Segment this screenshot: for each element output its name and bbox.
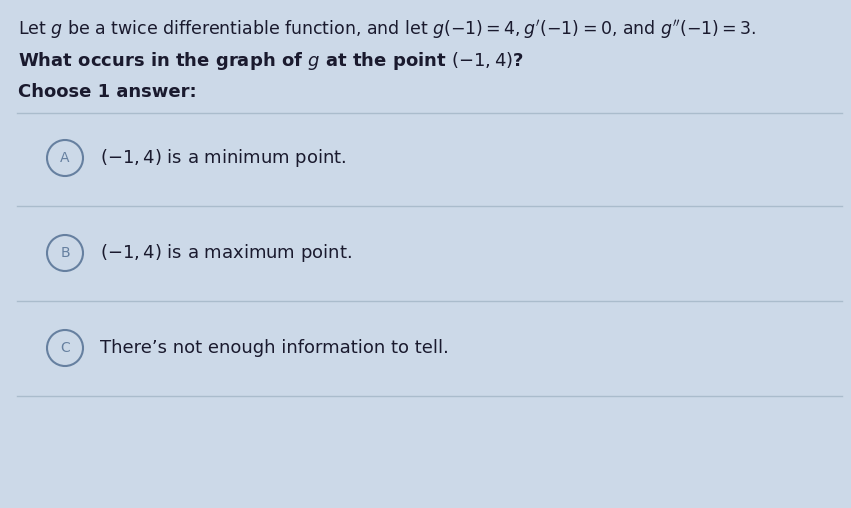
- Circle shape: [47, 140, 83, 176]
- Text: C: C: [60, 341, 70, 355]
- Text: B: B: [60, 246, 70, 260]
- Text: $(-1, 4)$ is a minimum point.: $(-1, 4)$ is a minimum point.: [100, 147, 346, 169]
- Text: Choose 1 answer:: Choose 1 answer:: [18, 83, 197, 101]
- Text: There’s not enough information to tell.: There’s not enough information to tell.: [100, 339, 448, 357]
- Text: Let $g$ be a twice differentiable function, and let $g(-1) = 4, g'(-1) = 0$, and: Let $g$ be a twice differentiable functi…: [18, 18, 757, 41]
- Text: What occurs in the graph of $g$ at the point $(-1, 4)$?: What occurs in the graph of $g$ at the p…: [18, 50, 523, 72]
- Text: A: A: [60, 151, 70, 165]
- Circle shape: [47, 330, 83, 366]
- Text: $(-1, 4)$ is a maximum point.: $(-1, 4)$ is a maximum point.: [100, 242, 352, 264]
- Circle shape: [47, 235, 83, 271]
